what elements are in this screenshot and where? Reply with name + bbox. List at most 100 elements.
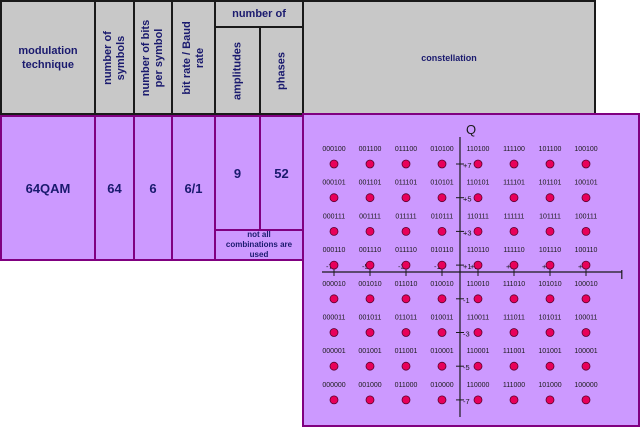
constellation-point [473, 328, 483, 337]
constellation-point [473, 193, 483, 203]
symbol-code-label: 011100 [395, 146, 417, 153]
constellation-point [437, 328, 447, 337]
constellation-point [329, 260, 339, 270]
symbol-code-label: 100000 [574, 382, 597, 389]
bit-rate-baud-rate-value: 6/1 [184, 180, 203, 196]
header-constellation-label: constellation [421, 52, 477, 63]
symbol-code-label: 000101 [322, 180, 345, 187]
note-text: not all combinations are used [225, 230, 293, 259]
constellation-point [473, 361, 483, 371]
constellation-point [545, 361, 555, 371]
constellation-point [401, 159, 411, 169]
constellation-point [509, 395, 519, 405]
cell-amplitudes: 9 [214, 115, 261, 231]
constellation-point [509, 294, 519, 304]
header-amplitudes: amplitudes [214, 26, 261, 115]
symbol-code-label: 110101 [467, 180, 490, 187]
header-phases: phases [259, 26, 304, 115]
symbol-code-label: 111001 [503, 348, 525, 355]
symbol-code-label: 010100 [430, 146, 453, 153]
constellation-point [365, 328, 375, 337]
constellation-diagram: QI-7-5-3-1+1+3+5+7+7+5+3+1-1-3-5-7000100… [322, 122, 624, 417]
symbol-code-label: 000001 [322, 348, 345, 355]
constellation-point [509, 193, 519, 203]
constellation-point [365, 294, 375, 304]
constellation-point [509, 227, 519, 236]
header-constellation: constellation [302, 0, 596, 115]
q-tick-label: -3 [463, 330, 470, 339]
constellation-point [581, 294, 591, 304]
header-bit-rate-baud-rate-label: bit rate / Baud rate [180, 20, 206, 95]
symbol-code-label: 101111 [539, 213, 561, 220]
symbol-code-label: 100110 [575, 247, 598, 254]
header-number-of-label: number of [232, 8, 286, 20]
symbol-code-label: 110000 [467, 382, 490, 389]
symbol-code-label: 001011 [359, 315, 382, 322]
amplitudes-value: 9 [233, 165, 242, 181]
symbol-code-label: 001010 [358, 281, 381, 288]
symbol-code-label: 000010 [322, 281, 345, 288]
cell-number-of-symbols: 64 [94, 115, 135, 261]
symbol-code-label: 011001 [395, 348, 418, 355]
constellation-point [329, 294, 339, 304]
constellation-point [329, 193, 339, 203]
q-tick-label: -1 [463, 296, 470, 305]
constellation-point [545, 227, 555, 236]
constellation-point [365, 361, 375, 371]
constellation-point [473, 260, 483, 270]
constellation-point [401, 227, 411, 236]
cell-bits-per-symbol: 6 [133, 115, 173, 261]
symbol-code-label: 100101 [574, 180, 597, 187]
symbol-code-label: 111011 [503, 315, 525, 322]
constellation-point [437, 294, 447, 304]
symbol-code-label: 010111 [431, 213, 453, 220]
symbol-code-label: 111110 [503, 247, 524, 254]
symbol-code-label: 010010 [430, 281, 453, 288]
constellation-panel: QI-7-5-3-1+1+3+5+7+7+5+3+1-1-3-5-7000100… [302, 113, 640, 427]
constellation-point [581, 227, 591, 236]
constellation-point [401, 361, 411, 371]
constellation-point [437, 395, 447, 405]
constellation-point [581, 193, 591, 203]
constellation-point [437, 193, 447, 203]
constellation-point [545, 294, 555, 304]
constellation-point [509, 159, 519, 169]
header-amplitudes-label: amplitudes [231, 41, 243, 100]
symbol-code-label: 100111 [575, 213, 597, 220]
symbol-code-label: 111111 [504, 213, 525, 220]
symbol-code-label: 011000 [395, 382, 418, 389]
constellation-point [437, 361, 447, 371]
header-modulation-technique-label: modulation technique [18, 44, 78, 71]
symbol-code-label: 001101 [359, 180, 382, 187]
symbol-code-label: 110011 [467, 315, 489, 322]
constellation-point [329, 159, 339, 169]
constellation-point [473, 395, 483, 405]
symbol-code-label: 101101 [539, 180, 562, 187]
symbol-code-label: 011111 [395, 213, 416, 220]
symbol-code-label: 111101 [503, 180, 525, 187]
i-axis-label: I [620, 267, 624, 282]
symbol-code-label: 001001 [358, 348, 381, 355]
constellation-point [581, 395, 591, 405]
symbol-code-label: 001100 [359, 146, 382, 153]
q-tick-label: +5 [463, 195, 472, 204]
symbol-code-label: 001110 [359, 247, 381, 254]
constellation-point [581, 328, 591, 337]
constellation-point [365, 227, 375, 236]
modulation-technique-value: 64QAM [25, 180, 71, 196]
i-tick-label: -5 [362, 262, 369, 271]
constellation-point [365, 395, 375, 405]
symbol-code-label: 011011 [395, 315, 417, 322]
symbol-code-label: 101000 [538, 382, 561, 389]
constellation-point [401, 395, 411, 405]
constellation-point [545, 193, 555, 203]
symbol-code-label: 010011 [431, 315, 454, 322]
constellation-point [509, 328, 519, 337]
constellation-point [473, 159, 483, 169]
constellation-point [329, 328, 339, 337]
header-number-of-symbols: number of symbols [94, 0, 135, 115]
constellation-point [581, 159, 591, 169]
cell-modulation-technique: 64QAM [0, 115, 96, 261]
symbol-code-label: 000011 [323, 315, 346, 322]
symbol-code-label: 101001 [538, 348, 561, 355]
